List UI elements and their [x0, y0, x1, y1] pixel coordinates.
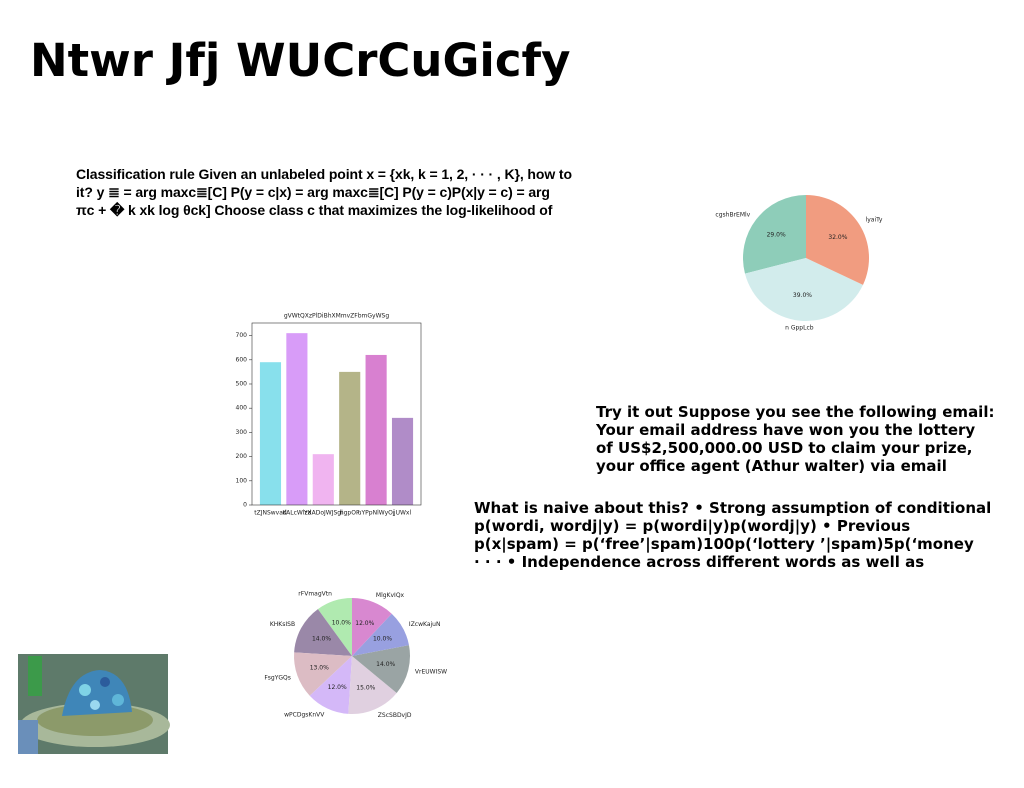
- value-label: 32.0%: [828, 234, 847, 241]
- bar: [391, 417, 414, 505]
- value-label: 14.0%: [376, 661, 395, 668]
- slice-label: lyaiTy: [866, 217, 883, 224]
- text-line: Your email address have won you the lott…: [596, 421, 976, 439]
- slice-label: IZcwKajuN: [409, 621, 441, 628]
- bar: [286, 333, 308, 505]
- text-line: Classification rule Given an unlabeled p…: [76, 166, 572, 182]
- y-tick-label: 400: [236, 405, 248, 412]
- value-label: 12.0%: [355, 620, 374, 627]
- value-label: 39.0%: [793, 292, 812, 299]
- pie-slice: [294, 652, 352, 696]
- slice-label: FsgYGQs: [264, 675, 291, 682]
- value-label: 14.0%: [312, 636, 331, 643]
- pie-slice: [317, 598, 352, 656]
- chart-title: gVWtQXzPlDiBhXMmvZFbmGyWSg: [284, 313, 390, 320]
- pie-slice: [743, 195, 806, 274]
- slice-label: MlgKvIQx: [376, 592, 405, 599]
- y-tick-label: 0: [243, 502, 247, 509]
- x-tick-label: uYPpNlWyOj: [358, 510, 395, 517]
- value-label: 15.0%: [356, 684, 375, 691]
- value-label: 10.0%: [373, 636, 392, 643]
- y-tick-label: 200: [236, 453, 248, 460]
- x-tick-label: KALcWlzd: [282, 510, 311, 517]
- pie-slice: [309, 656, 352, 714]
- page-title: Ntwr Jfj WUCrCuGicfy: [30, 34, 571, 87]
- text-line: of US$2,500,000.00 USD to claim your pri…: [596, 439, 973, 457]
- x-tick-label: YXADoJWJSgl: [303, 510, 343, 517]
- paragraph: Classification rule Given an unlabeled p…: [76, 165, 572, 219]
- pie-slice: [352, 613, 409, 656]
- slice-label: wPCDgsKnVV: [284, 711, 325, 718]
- bar: [339, 371, 361, 505]
- x-tick-label: hgpOP: [340, 510, 360, 517]
- text-line: your office agent (Athur walter) via ema…: [596, 457, 947, 475]
- pie-slice: [352, 598, 392, 656]
- pie-slice: [806, 195, 869, 285]
- y-tick-label: 500: [236, 380, 248, 387]
- text-line: p(wordi, wordj|y) = p(wordi|y)p(wordj|y)…: [474, 517, 911, 535]
- pie-slice: [352, 645, 410, 693]
- slice-label: KHKsISB: [270, 621, 295, 628]
- y-tick-label: 300: [236, 429, 248, 436]
- text-line: πc + � k xk log θck] Choose class c that…: [76, 202, 553, 218]
- y-tick-label: 100: [236, 477, 248, 484]
- value-label: 13.0%: [310, 664, 329, 671]
- photo: [18, 654, 170, 754]
- pie-slice: [348, 656, 397, 714]
- text-line: · · · • Independence across different wo…: [474, 553, 925, 571]
- text-line: p(x|spam) = p(‘free’|spam)100p(‘lottery …: [474, 535, 974, 553]
- text-line: What is naive about this? • Strong assum…: [474, 499, 992, 517]
- x-tick-label: jUWxl: [393, 510, 412, 517]
- x-tick-label: tZJNSwvad: [254, 510, 287, 517]
- slice-label: rFVmagVtn: [298, 591, 332, 598]
- paragraph: Try it out Suppose you see the following…: [596, 403, 994, 475]
- pie-slice: [294, 609, 352, 656]
- slice-label: VrEUWISW: [415, 669, 447, 676]
- value-label: 29.0%: [767, 231, 786, 238]
- text-line: Try it out Suppose you see the following…: [596, 403, 995, 421]
- pie-slice: [744, 258, 864, 322]
- plot-frame: [251, 322, 422, 506]
- bar: [259, 362, 282, 505]
- value-label: 10.0%: [332, 619, 351, 626]
- slice-label: ZScSBDvJD: [378, 712, 412, 719]
- value-label: 12.0%: [328, 684, 347, 691]
- text-line: it? y ≣ = arg maxc≣[C] P(y = c|x) = arg …: [76, 184, 550, 200]
- paragraph: What is naive about this? • Strong assum…: [474, 499, 1024, 571]
- slice-label: cgshBrEMlv: [715, 211, 750, 218]
- y-tick-label: 600: [236, 356, 248, 363]
- bar: [312, 454, 334, 505]
- slice-label: n GppLcb: [785, 325, 814, 332]
- bar: [365, 354, 387, 505]
- y-tick-label: 700: [236, 332, 248, 339]
